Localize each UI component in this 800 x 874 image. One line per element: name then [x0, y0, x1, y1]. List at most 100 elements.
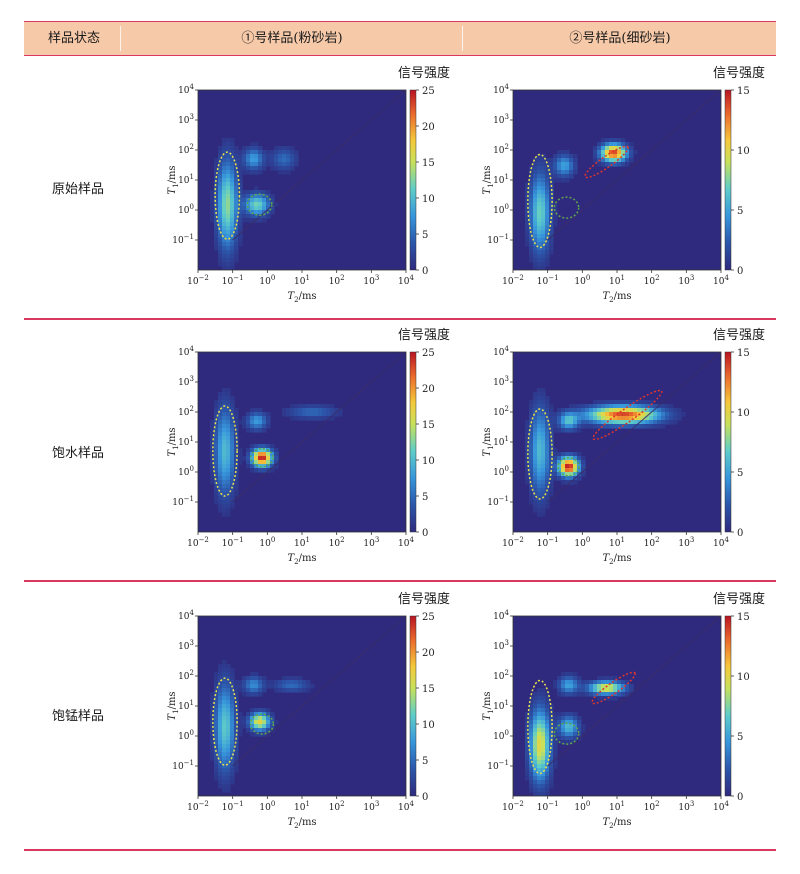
heatmap-cell	[621, 142, 626, 147]
heatmap-cell	[549, 736, 554, 741]
heatmap-cell	[537, 792, 542, 796]
heatmap-cell	[226, 488, 231, 493]
heatmap-cell	[541, 732, 546, 737]
heatmap-cell	[537, 456, 542, 461]
colorbar-tick-label: 0	[422, 266, 428, 277]
heatmap-cell	[601, 420, 606, 425]
heatmap-cell	[234, 752, 239, 757]
heatmap-cell	[234, 206, 239, 211]
heatmap-cell	[593, 154, 598, 159]
heatmap-cell	[214, 492, 219, 497]
heatmap-cell	[565, 154, 570, 159]
heatmap-cell	[577, 412, 582, 417]
heatmap-cell	[629, 412, 634, 417]
heatmap-cell	[226, 222, 231, 227]
heatmap-cell	[234, 484, 239, 489]
heatmap-cell	[577, 684, 582, 689]
heatmap-cell	[565, 464, 570, 469]
heatmap-cell	[537, 388, 542, 393]
heatmap-cell	[529, 428, 534, 433]
heatmap-cell	[609, 400, 614, 405]
heatmap-cell	[545, 784, 550, 789]
heatmap-cell	[262, 720, 267, 725]
heatmap-cell	[541, 480, 546, 485]
heatmap-cell	[529, 440, 534, 445]
heatmap-cell	[537, 768, 542, 773]
heatmap-cell	[262, 708, 267, 713]
heatmap-cell	[541, 186, 546, 191]
heatmap-cell	[226, 468, 231, 473]
heatmap-cell	[581, 416, 586, 421]
heatmap-cell	[597, 680, 602, 685]
heatmap-cell	[553, 764, 558, 769]
x-tick-label: 101	[609, 536, 625, 549]
heatmap-cell	[545, 178, 550, 183]
heatmap-cell	[218, 444, 223, 449]
heatmap-cell	[549, 230, 554, 235]
heatmap-cell	[533, 258, 538, 263]
heatmap-cell	[597, 416, 602, 421]
heatmap-cell	[617, 162, 622, 167]
heatmap-cell	[270, 154, 275, 159]
heatmap-cell	[621, 158, 626, 163]
bottom-rule	[24, 849, 776, 851]
heatmap-cell	[541, 222, 546, 227]
heatmap-cell	[545, 238, 550, 243]
heatmap-cell	[214, 166, 219, 171]
heatmap-cell	[557, 424, 562, 429]
heatmap-cell	[525, 214, 530, 219]
heatmap-cell	[326, 412, 331, 417]
heatmap-cell	[537, 760, 542, 765]
heatmap-cell	[529, 468, 534, 473]
heatmap-cell	[214, 460, 219, 465]
heatmap-cell	[218, 250, 223, 255]
heatmap-cell	[525, 242, 530, 247]
heatmap-cell	[589, 412, 594, 417]
heatmap-cell	[533, 456, 538, 461]
heatmap-cell	[553, 448, 558, 453]
heatmap-cell	[541, 392, 546, 397]
heatmap-cell	[541, 388, 546, 393]
heatmap-cell	[234, 456, 239, 461]
heatmap-cell	[262, 684, 267, 689]
heatmap-cell	[581, 688, 586, 693]
heatmap-cell	[533, 230, 538, 235]
y-tick-label: 101	[493, 435, 509, 448]
y-tick-label: 101	[178, 173, 194, 186]
heatmap-cell	[262, 716, 267, 721]
heatmap-cell	[254, 408, 259, 413]
heatmap-cell	[222, 772, 227, 777]
x-tick-label: 103	[363, 800, 379, 813]
x-tick-label: 103	[363, 274, 379, 287]
heatmap-cell	[537, 696, 542, 701]
heatmap-cell	[234, 182, 239, 187]
heatmap-cell	[553, 170, 558, 175]
heatmap-cell	[541, 492, 546, 497]
heatmap-cell	[238, 420, 243, 425]
colorbar-tick-label: 5	[737, 206, 743, 217]
heatmap-cell	[537, 484, 542, 489]
heatmap-cell	[677, 412, 682, 417]
heatmap-cell	[330, 412, 335, 417]
heatmap-cell	[597, 150, 602, 155]
colorbar-tick-label: 5	[422, 756, 428, 767]
x-tick-label: 10−2	[187, 800, 209, 813]
heatmap-cell	[246, 428, 251, 433]
heatmap-cell	[254, 728, 259, 733]
heatmap-cell	[234, 464, 239, 469]
heatmap-cell	[553, 412, 558, 417]
x-tick-label: 101	[294, 274, 310, 287]
heatmap-cell	[561, 452, 566, 457]
heatmap-cell	[238, 720, 243, 725]
heatmap-cell	[625, 142, 630, 147]
heatmap-cell	[230, 720, 235, 725]
heatmap-cell	[262, 424, 267, 429]
heatmap-cell	[262, 428, 267, 433]
heatmap-cell	[553, 732, 558, 737]
heatmap-cell	[282, 162, 287, 167]
heatmap-cell	[318, 412, 323, 417]
heatmap-cell	[525, 772, 530, 777]
heatmap-cell	[214, 226, 219, 231]
heatmap-cell	[533, 744, 538, 749]
heatmap-cell	[242, 194, 247, 199]
